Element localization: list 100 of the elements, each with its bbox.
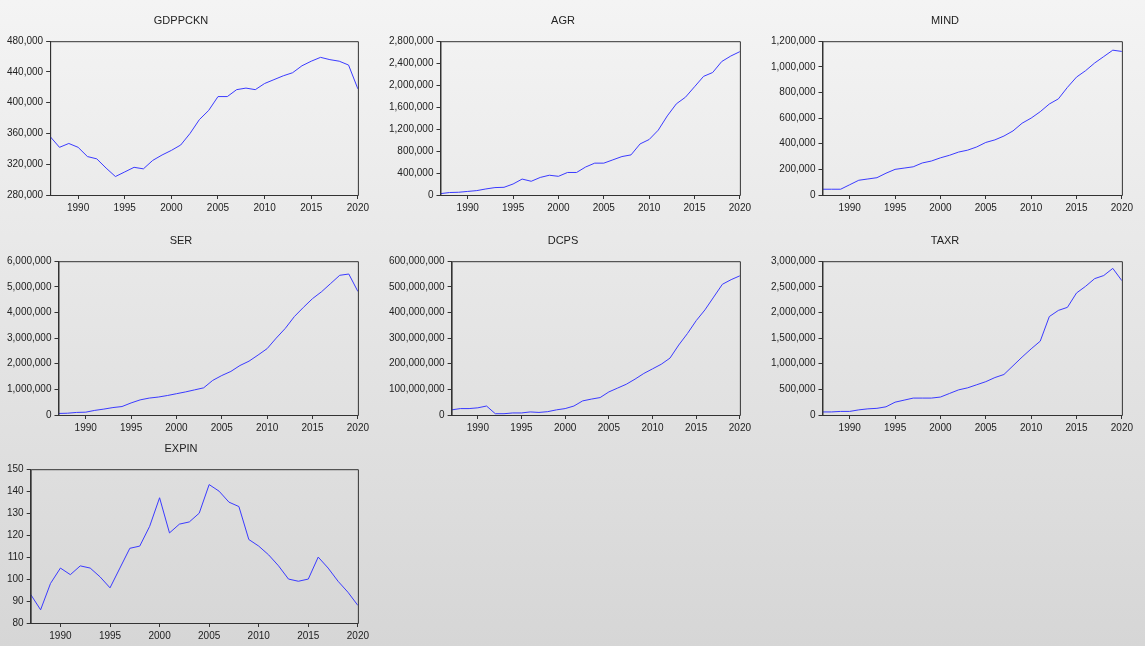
x-tick-label: 2010	[641, 421, 665, 433]
y-tick-label: 1,600,000	[388, 100, 434, 112]
y-tick-label: 300,000,000	[388, 331, 446, 343]
x-tick-label: 1990	[456, 201, 480, 213]
y-tick-label: 140	[7, 484, 25, 496]
y-tick-label: 600,000	[779, 111, 816, 123]
x-tick-label: 2000	[165, 421, 188, 433]
x-tick-label: 2010	[253, 201, 277, 213]
x-tick-label: 1995	[98, 629, 122, 641]
x-tick-label: 2005	[597, 421, 621, 433]
x-tick-label: 1990	[74, 421, 98, 433]
chart-title: SER	[169, 233, 193, 246]
y-tick-label: 200,000,000	[388, 357, 446, 369]
y-tick-label: 5,000,000	[6, 280, 52, 292]
x-tick-label: 2020	[1110, 421, 1134, 433]
y-tick-label: 3,000,000	[770, 254, 816, 266]
x-tick-label: 2015	[297, 629, 320, 641]
y-tick-label: 200,000	[779, 163, 816, 175]
y-tick-label: 100	[7, 572, 25, 584]
y-tick-label: 320,000	[6, 157, 44, 169]
x-tick-label: 2000	[148, 629, 172, 641]
y-tick-label: 600,000,000	[388, 254, 446, 266]
y-tick-label: 2,000,000	[770, 306, 816, 318]
x-tick-label: 2010	[1020, 421, 1043, 433]
y-tick-label: 400,000,000	[388, 306, 446, 318]
y-tick-label: 0	[439, 408, 446, 420]
y-tick-label: 100,000,000	[388, 383, 446, 395]
chart-title: TAXR	[930, 233, 960, 246]
y-tick-label: 2,000,000	[388, 78, 434, 90]
x-tick-label: 1995	[501, 201, 525, 213]
y-tick-label: 500,000	[779, 383, 816, 395]
y-tick-label: 1,200,000	[388, 122, 434, 134]
x-tick-label: 2000	[160, 201, 183, 213]
x-tick-label: 2010	[247, 629, 271, 641]
y-tick-label: 3,000,000	[6, 331, 52, 343]
x-tick-label: 1990	[67, 201, 90, 213]
chart-title: GDPPCKN	[153, 13, 209, 26]
y-tick-label: 130	[7, 506, 25, 518]
x-tick-label: 2020	[346, 201, 370, 213]
x-tick-label: 2005	[206, 201, 230, 213]
x-tick-label: 2015	[1065, 421, 1089, 433]
x-tick-label: 2010	[638, 201, 661, 213]
y-tick-label: 280,000	[6, 188, 44, 200]
y-tick-label: 6,000,000	[6, 254, 52, 266]
y-tick-label: 800,000	[397, 144, 434, 156]
x-tick-label: 2005	[210, 421, 234, 433]
x-tick-label: 1990	[466, 421, 490, 433]
x-tick-label: 2000	[929, 201, 952, 213]
x-tick-label: 2015	[685, 421, 708, 433]
x-tick-label: 2015	[301, 421, 325, 433]
x-tick-label: 1990	[49, 629, 72, 641]
x-tick-label: 2010	[1020, 201, 1043, 213]
x-tick-label: 1995	[113, 201, 137, 213]
x-tick-label: 2000	[554, 421, 577, 433]
x-tick-label: 2000	[929, 421, 952, 433]
y-tick-label: 400,000	[6, 96, 44, 108]
y-tick-label: 2,500,000	[770, 280, 816, 292]
x-tick-label: 2020	[728, 421, 752, 433]
y-tick-label: 2,800,000	[388, 34, 434, 46]
y-tick-label: 1,200,000	[770, 34, 816, 46]
x-tick-label: 2020	[1110, 201, 1134, 213]
x-tick-label: 2005	[974, 201, 998, 213]
y-tick-label: 1,000,000	[6, 383, 52, 395]
y-tick-label: 1,000,000	[770, 60, 816, 72]
x-tick-label: 1995	[119, 421, 143, 433]
x-tick-label: 2015	[1065, 201, 1089, 213]
x-tick-label: 2015	[300, 201, 323, 213]
y-tick-label: 80	[12, 616, 25, 628]
y-tick-label: 90	[12, 594, 25, 606]
x-tick-label: 2005	[974, 421, 998, 433]
y-tick-label: 150	[7, 462, 25, 474]
y-tick-label: 1,000,000	[770, 357, 816, 369]
y-tick-label: 400,000	[779, 137, 816, 149]
x-tick-label: 2020	[728, 201, 752, 213]
y-tick-label: 800,000	[779, 86, 816, 98]
x-tick-label: 1995	[883, 421, 907, 433]
y-tick-label: 110	[7, 550, 25, 562]
x-tick-label: 1990	[838, 421, 862, 433]
x-tick-label: 2020	[346, 421, 370, 433]
y-tick-label: 480,000	[6, 34, 44, 46]
y-tick-label: 0	[45, 408, 52, 420]
chart-title: MIND	[930, 13, 960, 26]
x-tick-label: 1995	[510, 421, 534, 433]
y-tick-label: 500,000,000	[388, 280, 446, 292]
chart-title: EXPIN	[164, 441, 198, 454]
chart-title: AGR	[551, 13, 575, 26]
y-tick-label: 2,000,000	[6, 357, 52, 369]
chart-title: DCPS	[547, 233, 579, 246]
x-tick-label: 2005	[592, 201, 616, 213]
y-tick-label: 1,500,000	[770, 331, 816, 343]
x-tick-label: 2020	[346, 629, 370, 641]
y-tick-label: 360,000	[6, 127, 44, 139]
x-tick-label: 2000	[547, 201, 570, 213]
y-tick-label: 440,000	[6, 65, 44, 77]
y-tick-label: 4,000,000	[6, 306, 52, 318]
y-tick-label: 0	[809, 408, 816, 420]
x-tick-label: 2005	[198, 629, 221, 641]
x-tick-label: 1990	[838, 201, 862, 213]
y-tick-label: 2,400,000	[388, 56, 434, 68]
y-tick-label: 400,000	[397, 166, 434, 178]
